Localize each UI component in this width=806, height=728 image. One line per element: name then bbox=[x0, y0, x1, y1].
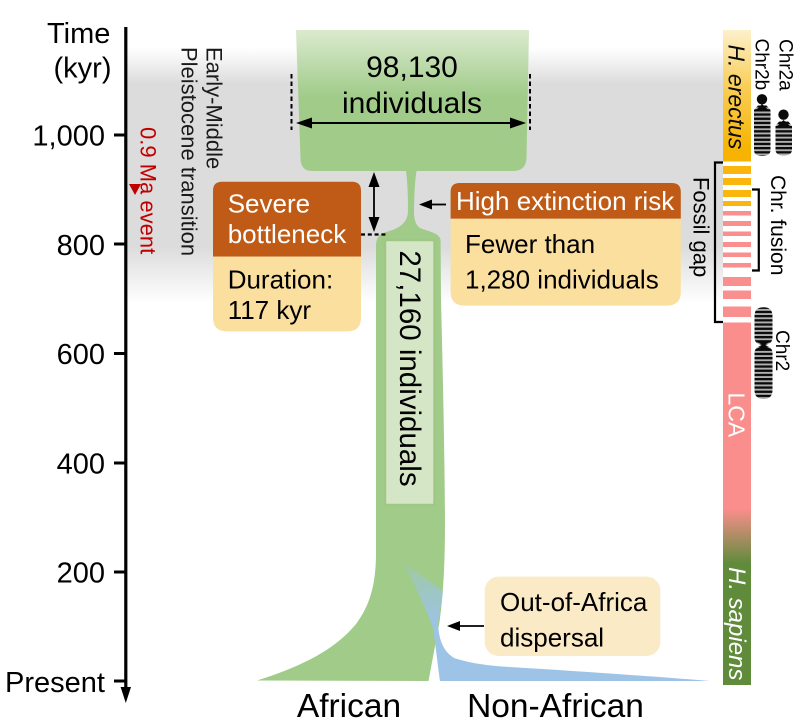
svg-text:individuals: individuals bbox=[342, 87, 482, 120]
svg-text:African: African bbox=[297, 688, 401, 725]
svg-text:Non-African: Non-African bbox=[467, 688, 644, 725]
svg-text:H. erectus: H. erectus bbox=[724, 45, 750, 150]
svg-text:H. sapiens: H. sapiens bbox=[723, 567, 750, 680]
svg-text:LCA: LCA bbox=[724, 393, 750, 438]
svg-text:Early-Middle: Early-Middle bbox=[202, 47, 227, 169]
svg-text:Chr. fusion: Chr. fusion bbox=[766, 175, 789, 275]
svg-text:200: 200 bbox=[57, 558, 105, 590]
svg-text:Severe: Severe bbox=[228, 189, 310, 219]
svg-text:98,130: 98,130 bbox=[366, 51, 458, 84]
svg-text:Fewer than: Fewer than bbox=[465, 229, 595, 259]
svg-text:Pleistocene transition: Pleistocene transition bbox=[177, 47, 202, 256]
svg-text:1,000: 1,000 bbox=[32, 121, 105, 153]
svg-text:Duration:: Duration: bbox=[228, 265, 334, 295]
svg-text:Time: Time bbox=[47, 18, 110, 50]
svg-text:Present: Present bbox=[5, 667, 105, 699]
svg-text:High extinction risk: High extinction risk bbox=[456, 186, 675, 216]
svg-text:Chr2a: Chr2a bbox=[775, 39, 796, 91]
svg-text:Fossil gap: Fossil gap bbox=[688, 177, 713, 277]
svg-text:Chr2b: Chr2b bbox=[751, 39, 772, 91]
svg-text:600: 600 bbox=[57, 339, 105, 371]
svg-text:Chr2: Chr2 bbox=[771, 330, 792, 371]
svg-text:(kyr): (kyr) bbox=[54, 53, 112, 85]
svg-text:bottleneck: bottleneck bbox=[228, 219, 348, 249]
svg-text:117 kyr: 117 kyr bbox=[228, 295, 312, 325]
svg-text:Out-of-Africa: Out-of-Africa bbox=[500, 587, 648, 617]
svg-text:dispersal: dispersal bbox=[500, 623, 604, 653]
svg-text:1,280 individuals: 1,280 individuals bbox=[465, 265, 659, 295]
svg-text:27,160 individuals: 27,160 individuals bbox=[393, 250, 426, 486]
svg-text:400: 400 bbox=[57, 448, 105, 480]
svg-text:0.9 Ma event: 0.9 Ma event bbox=[136, 127, 161, 254]
svg-text:800: 800 bbox=[57, 230, 105, 262]
